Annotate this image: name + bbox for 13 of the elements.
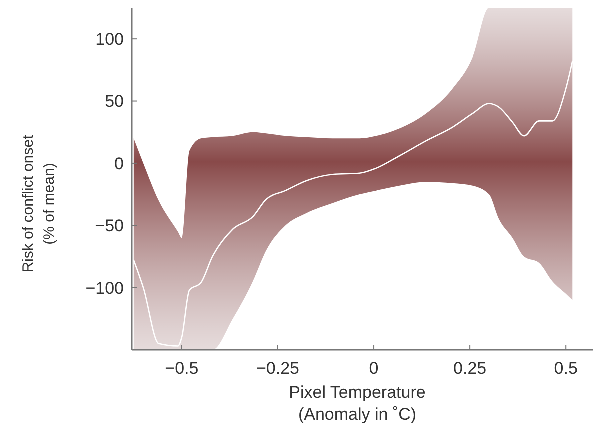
x-tick-label: 0.5	[554, 359, 578, 378]
line-series	[133, 60, 574, 347]
y-tick-label: 0	[114, 154, 124, 174]
y-axis-title: Risk of conflict onset (% of mean)	[20, 134, 58, 273]
x-tick-label: −0.25	[256, 359, 300, 378]
x-tick-label: 0	[369, 359, 379, 378]
x-tick-label: 0.25	[454, 359, 487, 378]
y-tick-label: −100	[86, 278, 124, 298]
x-axis-title: Pixel Temperature (Anomaly in ˚C)	[289, 383, 426, 424]
y-tick-label: 50	[105, 92, 124, 112]
y-tick-label: 100	[96, 30, 124, 50]
x-tick-label: −0.5	[165, 359, 199, 378]
y-tick-label: −50	[95, 216, 124, 236]
